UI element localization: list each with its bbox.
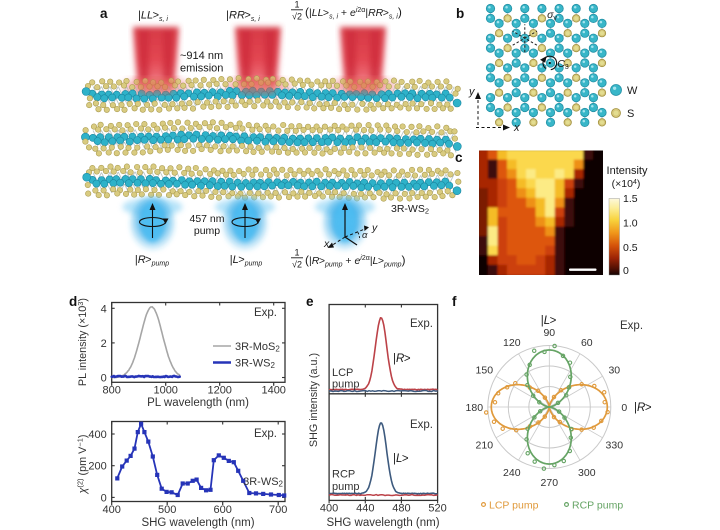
svg-text:1: 1: [294, 0, 299, 10]
svg-text:30: 30: [608, 364, 620, 376]
svg-text:300: 300: [578, 467, 596, 479]
svg-text:1000: 1000: [153, 385, 177, 397]
svg-text:Exp.: Exp.: [620, 320, 643, 332]
svg-text:600: 600: [214, 504, 232, 516]
svg-text:Exp.: Exp.: [254, 428, 277, 440]
svg-text:x: x: [513, 122, 520, 134]
svg-text:330: 330: [606, 439, 624, 451]
svg-text:0: 0: [101, 373, 107, 385]
svg-text:240: 240: [503, 467, 521, 479]
svg-text:440: 440: [356, 503, 374, 515]
svg-text:0.5: 0.5: [623, 242, 638, 254]
svg-text:b: b: [456, 6, 464, 21]
svg-text:800: 800: [103, 385, 121, 397]
svg-text:0: 0: [101, 492, 107, 504]
svg-text:520: 520: [428, 503, 446, 515]
svg-text:Exp.: Exp.: [410, 419, 433, 431]
svg-text:150: 150: [476, 364, 494, 376]
svg-text:pump: pump: [194, 225, 220, 237]
svg-text:270: 270: [541, 477, 559, 489]
svg-text:y: y: [371, 222, 378, 234]
svg-text:c: c: [455, 150, 463, 165]
svg-text:4: 4: [101, 303, 107, 315]
svg-text:SHG wavelength (nm): SHG wavelength (nm): [326, 517, 439, 529]
svg-text:LCP pump: LCP pump: [489, 500, 539, 512]
svg-text:1.5: 1.5: [623, 193, 638, 205]
svg-text:y: y: [468, 86, 476, 98]
svg-text:a: a: [100, 6, 108, 21]
svg-text:PL wavelength (nm): PL wavelength (nm): [147, 397, 249, 409]
svg-text:W: W: [627, 85, 638, 97]
svg-text:C3: C3: [557, 58, 569, 71]
svg-text:1400: 1400: [261, 385, 285, 397]
svg-text:√2: √2: [292, 260, 302, 270]
svg-text:1200: 1200: [207, 385, 231, 397]
svg-text:0: 0: [621, 402, 627, 414]
svg-text:emission: emission: [180, 63, 223, 75]
svg-text:RCP pump: RCP pump: [572, 500, 623, 512]
svg-text:400: 400: [320, 503, 338, 515]
svg-text:pump: pump: [332, 379, 360, 391]
svg-text:Exp.: Exp.: [254, 307, 277, 319]
svg-text:α: α: [362, 230, 368, 241]
svg-text:700: 700: [269, 504, 287, 516]
svg-text:3R-WS2: 3R-WS2: [243, 476, 283, 489]
svg-text:(×104): (×104): [612, 178, 641, 190]
svg-text:1: 1: [294, 248, 299, 258]
svg-text:f: f: [452, 294, 457, 309]
svg-text:|R>: |R>: [393, 353, 411, 365]
svg-text:~914 nm: ~914 nm: [180, 50, 223, 62]
svg-text:LCP: LCP: [332, 367, 353, 379]
svg-text:S: S: [627, 108, 634, 120]
svg-text:e: e: [306, 294, 314, 309]
svg-text:1.0: 1.0: [623, 218, 638, 230]
svg-text:√2: √2: [292, 12, 302, 22]
svg-text:pump: pump: [332, 481, 360, 493]
svg-text:x: x: [323, 238, 330, 250]
svg-text:2: 2: [101, 338, 107, 350]
svg-text:90: 90: [543, 327, 555, 339]
svg-text:3R-WS2: 3R-WS2: [235, 358, 275, 371]
svg-text:400: 400: [103, 504, 121, 516]
svg-text:120: 120: [503, 337, 521, 349]
svg-text:400: 400: [88, 429, 106, 441]
svg-text:χ(2) (pm V−1): χ(2) (pm V−1): [76, 434, 90, 494]
svg-text:457 nm: 457 nm: [189, 213, 224, 225]
svg-text:60: 60: [581, 337, 593, 349]
svg-text:3R-MoS2: 3R-MoS2: [235, 341, 280, 354]
svg-text:3R-WS2: 3R-WS2: [391, 203, 429, 216]
svg-text:RCP: RCP: [332, 469, 355, 481]
svg-text:210: 210: [476, 439, 494, 451]
svg-text:Exp.: Exp.: [410, 318, 433, 330]
svg-text:480: 480: [392, 503, 410, 515]
svg-text:180: 180: [466, 402, 484, 414]
svg-text:500: 500: [158, 504, 176, 516]
svg-text:d: d: [69, 294, 77, 309]
svg-text:|L>: |L>: [541, 315, 557, 327]
svg-text:|L>: |L>: [393, 453, 409, 465]
svg-text:(|LL>s, i + ei2α|RR>s, i): (|LL>s, i + ei2α|RR>s, i): [305, 5, 402, 21]
svg-text:200: 200: [88, 461, 106, 473]
svg-text:0: 0: [623, 265, 629, 277]
svg-text:Intensity: Intensity: [607, 165, 648, 177]
svg-text:σv: σv: [547, 9, 557, 22]
svg-text:|R>: |R>: [634, 402, 652, 414]
svg-text:SHG intensity (a.u.): SHG intensity (a.u.): [308, 353, 320, 447]
svg-text:|LL>s, i: |LL>s, i: [138, 10, 168, 24]
svg-text:PL intensity (×103): PL intensity (×103): [76, 298, 89, 386]
svg-text:SHG wavelength (nm): SHG wavelength (nm): [141, 517, 254, 529]
